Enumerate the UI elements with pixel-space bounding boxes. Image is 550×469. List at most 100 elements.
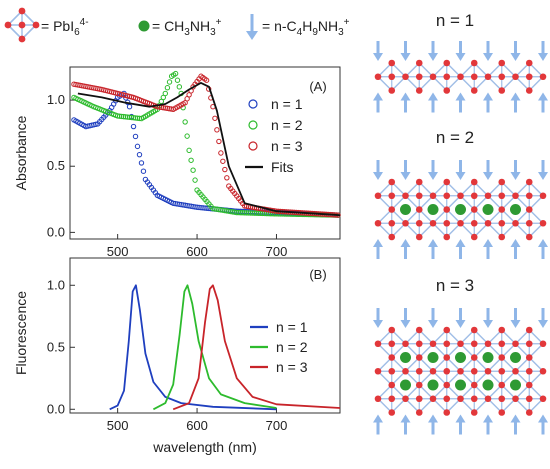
iodide-node — [402, 219, 409, 227]
butylammonium-arrowhead — [483, 92, 493, 101]
iodide-node — [457, 340, 464, 348]
butylammonium-arrowhead — [428, 239, 438, 247]
lead-node — [443, 367, 451, 375]
lead-node — [443, 340, 451, 348]
iodide-node — [374, 340, 382, 348]
butylammonium-arrowhead — [373, 320, 383, 328]
lead-node — [498, 367, 506, 375]
fluorescence-line-n1 — [109, 284, 277, 411]
absorbance-point — [134, 143, 141, 150]
absorbance-line-Fits — [77, 82, 341, 217]
butylammonium-arrowhead — [455, 414, 466, 423]
iodide-node — [539, 395, 547, 403]
absorbance-point — [224, 175, 230, 181]
absorbance-point — [214, 127, 220, 133]
iodide-node — [498, 178, 506, 186]
fluorescence-x-tick-label: 700 — [266, 418, 288, 433]
methylammonium-cation — [510, 204, 521, 215]
methylammonium-cation — [455, 204, 466, 215]
absorbance-point — [222, 166, 228, 173]
absorbance-legend-marker — [248, 120, 258, 130]
butylammonium-arrowhead — [373, 239, 383, 247]
absorbance-x-tick-label: 700 — [266, 244, 288, 259]
absorbance-point — [166, 79, 173, 85]
fluorescence-y-axis-label: Fluorescence — [13, 291, 29, 375]
iodide-node — [388, 59, 396, 67]
fluorescence-panel: (B) Fluorescence wavelength (nm) 500 600 7… — [13, 257, 341, 455]
iodide-node — [374, 395, 382, 403]
absorbance-point — [130, 123, 137, 130]
lead-node — [443, 219, 451, 227]
iodide-node — [539, 192, 547, 200]
lead-node — [415, 340, 423, 348]
lead-node — [470, 340, 478, 348]
lead-node — [388, 340, 396, 348]
iodide-node — [388, 354, 396, 361]
butylammonium-arrowhead — [538, 172, 548, 180]
methylammonium-cation — [482, 352, 494, 363]
absorbance-y-axis-label: Absorbance — [13, 115, 29, 190]
butylammonium-arrowhead — [538, 320, 548, 328]
fluorescence-y-tick-label: 1.0 — [47, 277, 65, 292]
iodide-node — [402, 73, 409, 81]
absorbance-point — [132, 133, 139, 140]
lead-node — [415, 73, 423, 81]
iodide-node — [498, 354, 506, 361]
lead-node — [415, 367, 423, 375]
absorbance-panel-label: (A) — [309, 79, 326, 94]
lead-node — [525, 192, 533, 200]
lead-node — [498, 219, 506, 227]
iodide-node — [525, 206, 533, 213]
absorbance-legend: n = 1 n = 2 n = 3 Fits — [245, 96, 303, 175]
butylammonium-arrowhead — [483, 53, 493, 61]
iodide-node — [539, 73, 547, 81]
butylammonium-arrowhead — [400, 53, 411, 61]
iodide-node — [525, 381, 533, 389]
iodide-node — [443, 206, 451, 213]
butylammonium-arrowhead — [400, 320, 411, 328]
absorbance-legend-marker — [248, 99, 258, 109]
iodide-node — [415, 178, 423, 186]
fluorescence-legend-label: n = 2 — [276, 339, 308, 355]
methylammonium-cation — [427, 204, 439, 215]
absorbance-point — [126, 103, 133, 110]
lead-node — [525, 73, 533, 81]
absorbance-point — [164, 85, 171, 91]
methylammonium-cation — [400, 352, 411, 363]
iodide-node — [402, 192, 409, 200]
lead-node — [498, 395, 506, 403]
iodide-node — [512, 395, 519, 403]
methylammonium-cation — [427, 379, 439, 391]
fluorescence-panel-label: (B) — [309, 267, 326, 282]
iodide-node — [484, 192, 492, 200]
iodide-node — [498, 87, 506, 94]
iodide-node — [457, 192, 464, 200]
iodide-node — [539, 219, 547, 227]
lead-node — [525, 340, 533, 348]
butylammonium-arrowhead — [455, 172, 466, 180]
absorbance-legend-label: n = 2 — [271, 117, 303, 133]
absorbance-point — [136, 151, 143, 158]
butylammonium-arrowhead — [510, 172, 521, 180]
lead-node — [498, 340, 506, 348]
iodide-node — [498, 206, 506, 213]
iodide-node — [415, 87, 423, 94]
methylammonium-cation — [455, 352, 466, 363]
lead-node — [415, 395, 423, 403]
lead-node — [388, 367, 396, 375]
iodide-node — [388, 381, 396, 389]
absorbance-x-tick-label: 500 — [107, 244, 129, 259]
octahedron-legend-text: = PbI64- — [41, 17, 89, 38]
iodide-node — [429, 395, 437, 403]
iodide-node — [457, 395, 464, 403]
lead-node — [443, 73, 451, 81]
iodide-node — [484, 73, 492, 81]
perovskite-structures: n = 1 n = 2 n = 3 — [373, 11, 548, 435]
butylammonium-arrowhead — [538, 239, 548, 247]
butylammonium-arrowhead — [538, 53, 548, 61]
butylammonium-arrowhead — [400, 239, 411, 247]
fluorescence-line-n3 — [172, 284, 341, 411]
fluorescence-y-tick-label: 0.5 — [47, 339, 65, 354]
iodide-node — [484, 367, 492, 375]
iodide-node — [415, 409, 423, 416]
